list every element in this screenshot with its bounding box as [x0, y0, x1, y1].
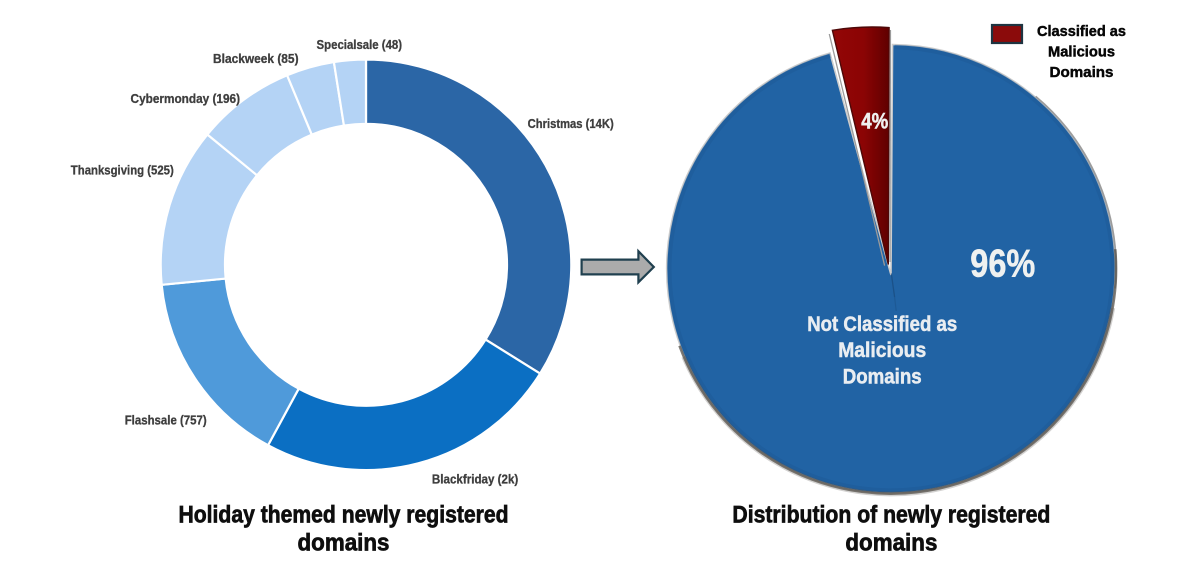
svg-text:Classified as: Classified as [1037, 23, 1126, 40]
svg-text:Malicious: Malicious [838, 338, 926, 362]
svg-text:Holiday themed newly registere: Holiday themed newly registered [179, 502, 509, 529]
svg-text:4%: 4% [861, 109, 888, 134]
svg-text:Distribution of newly register: Distribution of newly registered [732, 502, 1050, 529]
svg-text:Blackfriday (2k): Blackfriday (2k) [432, 472, 518, 487]
svg-text:Flashsale (757): Flashsale (757) [125, 412, 207, 427]
svg-text:Domains: Domains [843, 365, 922, 389]
svg-text:Thanksgiving (525): Thanksgiving (525) [71, 163, 174, 178]
svg-text:Blackweek (85): Blackweek (85) [213, 51, 299, 66]
svg-text:Malicious: Malicious [1048, 43, 1115, 60]
svg-text:Specialsale (48): Specialsale (48) [317, 37, 403, 52]
svg-text:domains: domains [845, 530, 937, 557]
svg-text:domains: domains [298, 530, 390, 557]
svg-text:Not Classified as: Not Classified as [807, 312, 957, 336]
svg-text:Christmas (14K): Christmas (14K) [528, 116, 614, 131]
svg-text:Cybermonday (196): Cybermonday (196) [131, 91, 241, 106]
svg-text:Domains: Domains [1050, 64, 1114, 81]
svg-text:96%: 96% [970, 243, 1035, 286]
